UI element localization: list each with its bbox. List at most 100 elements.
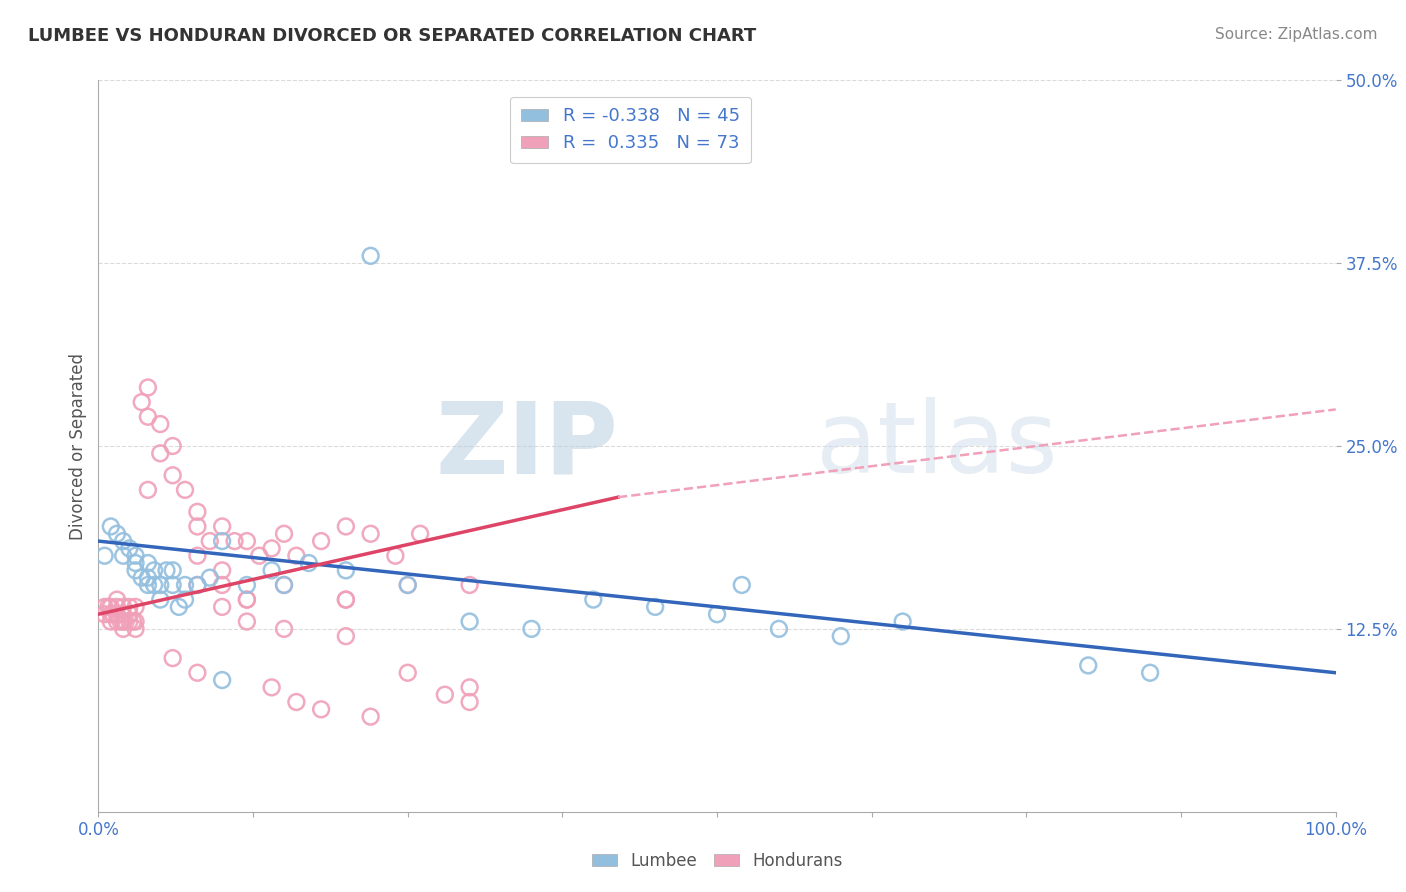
Point	[198, 571, 221, 585]
Point	[236, 578, 259, 592]
Point	[100, 615, 122, 629]
Point	[706, 607, 728, 622]
Point	[118, 607, 141, 622]
Point	[93, 607, 115, 622]
Point	[136, 556, 159, 570]
Text: LUMBEE VS HONDURAN DIVORCED OR SEPARATED CORRELATION CHART: LUMBEE VS HONDURAN DIVORCED OR SEPARATED…	[28, 27, 756, 45]
Point	[174, 592, 197, 607]
Y-axis label: Divorced or Separated: Divorced or Separated	[69, 352, 87, 540]
Point	[186, 505, 208, 519]
Point	[149, 578, 172, 592]
Point	[112, 549, 135, 563]
Point	[260, 681, 283, 695]
Point	[285, 549, 308, 563]
Point	[211, 519, 233, 533]
Point	[830, 629, 852, 643]
Point	[335, 629, 357, 643]
Point	[162, 578, 184, 592]
Point	[768, 622, 790, 636]
Point	[236, 534, 259, 549]
Point	[112, 607, 135, 622]
Point	[236, 592, 259, 607]
Point	[105, 599, 128, 614]
Point	[211, 673, 233, 687]
Point	[100, 607, 122, 622]
Legend: Lumbee, Hondurans: Lumbee, Hondurans	[585, 846, 849, 877]
Point	[731, 578, 754, 592]
Point	[162, 468, 184, 483]
Point	[124, 549, 146, 563]
Point	[298, 556, 321, 570]
Point	[458, 578, 481, 592]
Point	[118, 541, 141, 556]
Point	[155, 563, 177, 577]
Point	[105, 607, 128, 622]
Text: Source: ZipAtlas.com: Source: ZipAtlas.com	[1215, 27, 1378, 42]
Point	[136, 483, 159, 497]
Point	[273, 526, 295, 541]
Point	[644, 599, 666, 614]
Point	[335, 592, 357, 607]
Point	[396, 665, 419, 680]
Point	[520, 622, 543, 636]
Point	[174, 578, 197, 592]
Point	[335, 563, 357, 577]
Point	[335, 519, 357, 533]
Point	[149, 592, 172, 607]
Point	[136, 409, 159, 424]
Point	[136, 380, 159, 394]
Point	[186, 665, 208, 680]
Point	[260, 563, 283, 577]
Point	[136, 578, 159, 592]
Point	[458, 615, 481, 629]
Point	[360, 526, 382, 541]
Point	[211, 534, 233, 549]
Point	[458, 695, 481, 709]
Point	[174, 483, 197, 497]
Point	[396, 578, 419, 592]
Point	[891, 615, 914, 629]
Point	[211, 578, 233, 592]
Point	[103, 607, 125, 622]
Point	[273, 578, 295, 592]
Point	[122, 615, 145, 629]
Point	[285, 695, 308, 709]
Point	[167, 599, 190, 614]
Point	[162, 439, 184, 453]
Point	[260, 541, 283, 556]
Point	[273, 622, 295, 636]
Point	[409, 526, 432, 541]
Point	[309, 702, 332, 716]
Point	[93, 549, 115, 563]
Point	[118, 615, 141, 629]
Point	[211, 563, 233, 577]
Point	[105, 615, 128, 629]
Point	[236, 592, 259, 607]
Point	[131, 571, 153, 585]
Point	[211, 599, 233, 614]
Point	[93, 599, 115, 614]
Point	[396, 578, 419, 592]
Point	[105, 592, 128, 607]
Point	[384, 549, 406, 563]
Point	[162, 563, 184, 577]
Point	[112, 599, 135, 614]
Point	[114, 615, 136, 629]
Point	[110, 615, 132, 629]
Point	[124, 599, 146, 614]
Point	[112, 622, 135, 636]
Point	[162, 651, 184, 665]
Point	[149, 417, 172, 431]
Point	[143, 563, 166, 577]
Point	[136, 571, 159, 585]
Point	[100, 599, 122, 614]
Point	[149, 446, 172, 460]
Point	[186, 549, 208, 563]
Text: ZIP: ZIP	[436, 398, 619, 494]
Point	[273, 578, 295, 592]
Point	[124, 556, 146, 570]
Point	[360, 249, 382, 263]
Point	[100, 519, 122, 533]
Point	[1077, 658, 1099, 673]
Point	[186, 578, 208, 592]
